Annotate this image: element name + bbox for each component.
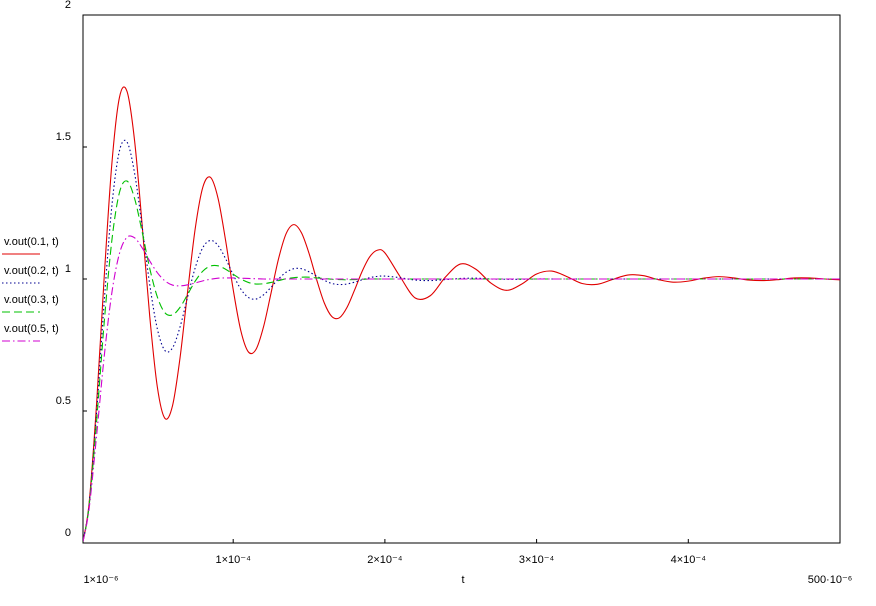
x-axis-label: t (461, 574, 464, 586)
x-tick-label: 4×10⁻⁴ (671, 554, 707, 566)
series-line (83, 180, 840, 542)
y-tick-label: 2 (65, 0, 71, 11)
x-tick-label: 2×10⁻⁴ (367, 554, 403, 566)
series-line (83, 86, 840, 542)
series-line (83, 235, 840, 542)
y-tick-label: 1.5 (56, 131, 71, 143)
y-tick-label: 0 (65, 527, 71, 539)
legend-label: v.out(0.1, t) (4, 236, 59, 248)
x-tick-label: 500·10⁻⁶ (808, 574, 853, 586)
x-tick-label: 1×10⁻⁴ (216, 554, 252, 566)
y-tick-label: 1 (65, 263, 71, 275)
y-tick-label: 0.5 (56, 395, 71, 407)
series-line (83, 139, 840, 542)
x-tick-label: 1×10⁻⁶ (83, 574, 118, 586)
x-tick-label: 3×10⁻⁴ (519, 554, 555, 566)
legend-label: v.out(0.3, t) (4, 294, 59, 306)
legend-label: v.out(0.5, t) (4, 323, 59, 335)
legend-label: v.out(0.2, t) (4, 265, 59, 277)
